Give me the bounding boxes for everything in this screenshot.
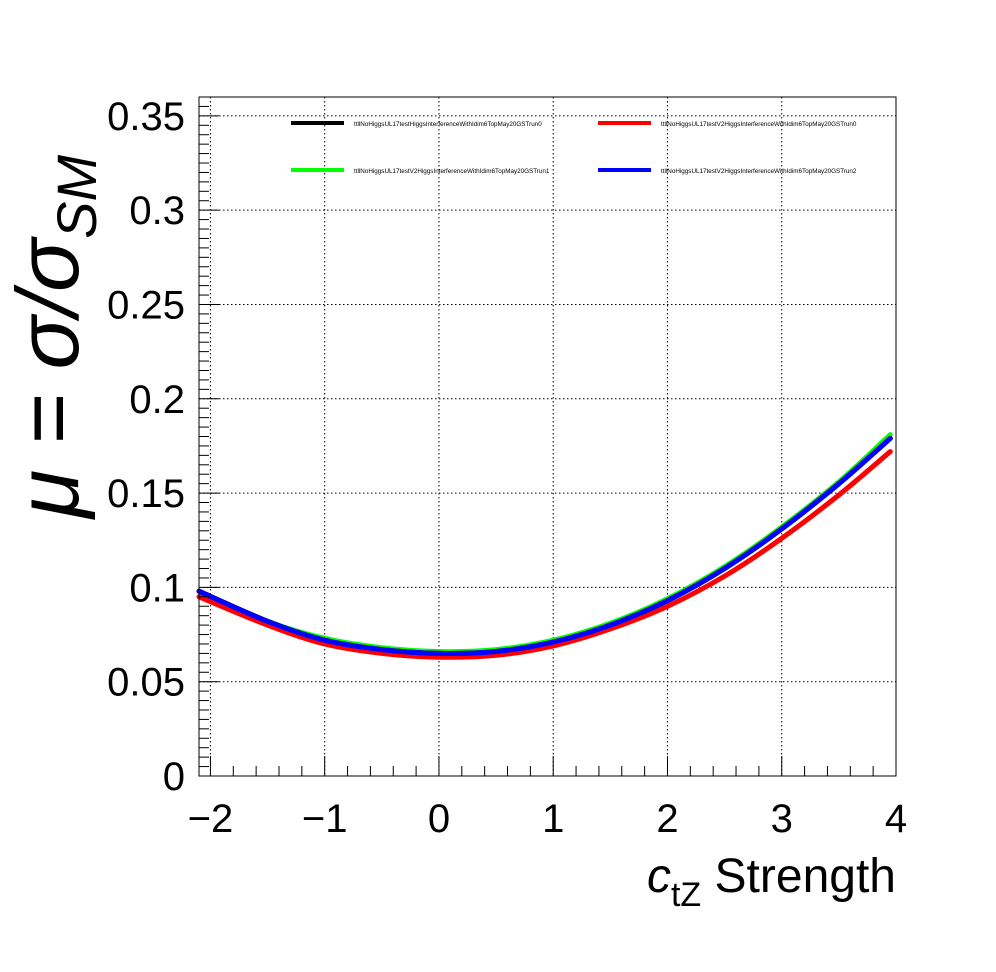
- x-tick-labels: −2 −1 0 1 2 3 4: [188, 797, 908, 841]
- legend-label: ttllNoHiggsUL17testHiggsInterferenceWith…: [354, 121, 542, 128]
- series-curves: [196, 432, 893, 660]
- x-tick-label: 2: [656, 797, 678, 841]
- legend-label: ttllNoHiggsUL17testV2HiggsInterferenceWi…: [661, 168, 857, 175]
- series-line: [196, 435, 893, 656]
- y-tick-label: 0.15: [107, 472, 185, 516]
- x-tick-label: −1: [302, 797, 348, 841]
- axis-ticks: [199, 96, 897, 777]
- legend-label: ttllNoHiggsUL17testV2HiggsInterferenceWi…: [661, 121, 857, 128]
- y-axis-label: μ = σ/σSM: [0, 155, 108, 520]
- y-tick-label: 0.05: [107, 661, 185, 705]
- x-tick-label: 0: [428, 797, 450, 841]
- y-tick-label: 0.25: [107, 283, 185, 327]
- x-axis-label: ctZ Strength: [647, 850, 896, 914]
- x-tick-label: 4: [885, 797, 907, 841]
- x-tick-label: 3: [771, 797, 793, 841]
- x-axis-label-subscript: tZ: [671, 876, 701, 914]
- legend: ttllNoHiggsUL17testHiggsInterferenceWith…: [291, 121, 857, 175]
- x-axis-label-text: Strength: [701, 850, 896, 903]
- y-tick-labels: 0 0.05 0.1 0.15 0.2 0.25 0.3 0.35: [107, 95, 185, 799]
- y-axis-label-symbol: μ = σ/σ: [0, 236, 97, 520]
- y-tick-label: 0.2: [129, 378, 185, 422]
- series-line: [196, 449, 893, 660]
- y-axis-label-subscript: SM: [45, 155, 108, 239]
- y-tick-label: 0: [163, 755, 185, 799]
- legend-label: ttllNoHiggsUL17testV2HiggsInterferenceWi…: [354, 168, 550, 175]
- y-tick-label: 0.3: [129, 189, 185, 233]
- y-tick-label: 0.35: [107, 95, 185, 139]
- y-tick-label: 0.1: [129, 566, 185, 610]
- x-tick-label: −2: [188, 797, 234, 841]
- x-axis-label-symbol: c: [647, 850, 671, 903]
- x-tick-label: 1: [542, 797, 564, 841]
